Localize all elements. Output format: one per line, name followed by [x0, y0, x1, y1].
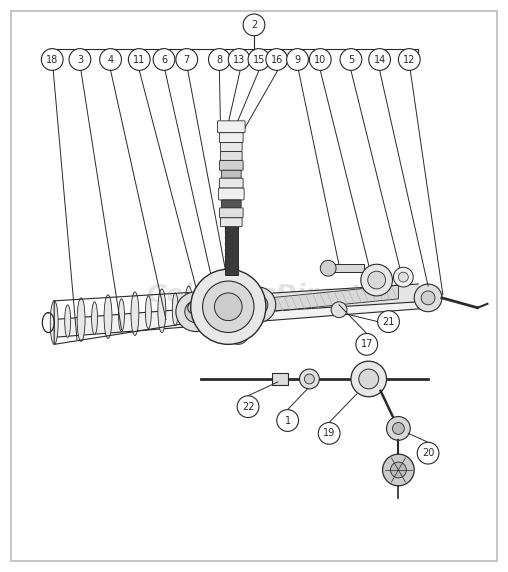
Circle shape: [176, 292, 215, 332]
Text: 12: 12: [403, 54, 416, 65]
Text: 9: 9: [295, 54, 301, 65]
Circle shape: [237, 396, 259, 418]
FancyBboxPatch shape: [218, 188, 244, 200]
Ellipse shape: [185, 286, 193, 329]
Circle shape: [228, 49, 250, 70]
Circle shape: [304, 374, 314, 384]
Circle shape: [208, 49, 230, 70]
FancyBboxPatch shape: [219, 160, 243, 170]
Text: 13: 13: [233, 54, 245, 65]
Text: 19: 19: [323, 428, 335, 438]
Circle shape: [387, 416, 410, 440]
Text: 4: 4: [108, 54, 114, 65]
Circle shape: [309, 49, 331, 70]
Circle shape: [185, 301, 207, 323]
Circle shape: [383, 454, 414, 486]
Ellipse shape: [172, 293, 178, 325]
Circle shape: [359, 369, 378, 389]
Circle shape: [266, 49, 288, 70]
Circle shape: [331, 302, 347, 317]
Text: 7: 7: [183, 54, 190, 65]
Circle shape: [188, 302, 200, 313]
Ellipse shape: [50, 301, 58, 344]
Circle shape: [393, 423, 404, 434]
Text: 21: 21: [383, 317, 395, 327]
Text: 6: 6: [161, 54, 167, 65]
Circle shape: [356, 333, 377, 355]
Text: 18: 18: [46, 54, 58, 65]
FancyBboxPatch shape: [217, 121, 245, 133]
Circle shape: [414, 284, 442, 312]
Text: 16: 16: [271, 54, 283, 65]
Circle shape: [320, 260, 336, 276]
Text: 11: 11: [133, 54, 145, 65]
Circle shape: [394, 267, 413, 287]
Circle shape: [340, 49, 362, 70]
Circle shape: [277, 410, 299, 431]
Circle shape: [100, 49, 121, 70]
Text: 8: 8: [216, 54, 223, 65]
Text: 17: 17: [361, 339, 373, 349]
Circle shape: [377, 311, 399, 332]
FancyBboxPatch shape: [219, 133, 243, 142]
Polygon shape: [225, 226, 238, 275]
Circle shape: [153, 49, 175, 70]
Circle shape: [287, 49, 308, 70]
Circle shape: [398, 272, 408, 282]
Text: 2: 2: [251, 20, 257, 30]
Circle shape: [368, 271, 386, 289]
Ellipse shape: [104, 295, 112, 339]
Polygon shape: [226, 122, 237, 274]
Circle shape: [41, 49, 63, 70]
FancyBboxPatch shape: [220, 142, 242, 152]
Ellipse shape: [65, 305, 71, 337]
FancyBboxPatch shape: [221, 200, 241, 208]
Text: 20: 20: [422, 448, 434, 458]
Circle shape: [203, 281, 254, 332]
Ellipse shape: [77, 298, 85, 341]
Circle shape: [176, 49, 198, 70]
FancyBboxPatch shape: [220, 152, 242, 160]
Circle shape: [190, 269, 266, 344]
Circle shape: [69, 49, 91, 70]
Ellipse shape: [131, 292, 139, 335]
Text: 3: 3: [77, 54, 83, 65]
Circle shape: [214, 293, 242, 321]
FancyBboxPatch shape: [219, 178, 243, 188]
Text: GolfPartsDirect: GolfPartsDirect: [146, 283, 362, 307]
Circle shape: [369, 49, 391, 70]
Text: 1: 1: [284, 415, 291, 426]
FancyBboxPatch shape: [221, 170, 241, 178]
Polygon shape: [196, 284, 418, 316]
Circle shape: [228, 324, 248, 344]
Text: 15: 15: [253, 54, 265, 65]
Circle shape: [248, 49, 270, 70]
Circle shape: [421, 291, 435, 305]
FancyBboxPatch shape: [219, 208, 243, 218]
Circle shape: [248, 295, 268, 315]
Circle shape: [243, 14, 265, 36]
Circle shape: [351, 361, 387, 397]
Circle shape: [417, 442, 439, 464]
Text: 14: 14: [373, 54, 386, 65]
Circle shape: [240, 287, 276, 323]
Text: 5: 5: [348, 54, 354, 65]
Ellipse shape: [145, 296, 151, 328]
Text: 22: 22: [242, 402, 255, 412]
Circle shape: [300, 369, 320, 389]
Bar: [272, 373, 288, 385]
Circle shape: [361, 264, 393, 296]
Ellipse shape: [118, 299, 124, 332]
FancyBboxPatch shape: [220, 218, 242, 227]
Polygon shape: [270, 285, 398, 312]
Circle shape: [398, 49, 420, 70]
Ellipse shape: [91, 302, 98, 335]
Polygon shape: [52, 290, 433, 337]
Circle shape: [129, 49, 150, 70]
Circle shape: [391, 462, 406, 478]
Circle shape: [319, 423, 340, 444]
Text: 10: 10: [314, 54, 327, 65]
Ellipse shape: [158, 289, 166, 332]
Polygon shape: [334, 264, 364, 272]
